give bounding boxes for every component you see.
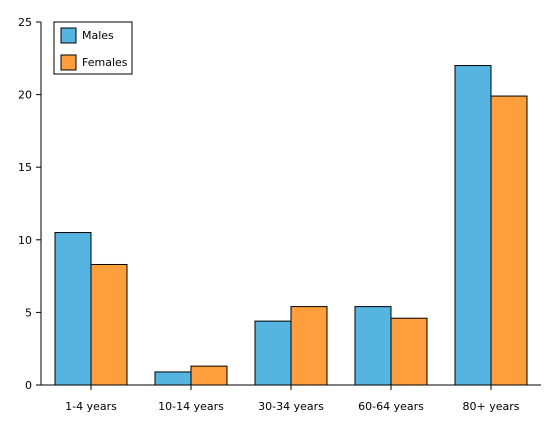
bar-males-0: [54, 232, 92, 386]
x-tick-label: 10-14 years: [158, 400, 224, 413]
legend: Males Females: [53, 21, 133, 75]
x-axis: 1-4 years 10-14 years 30-34 years 60-64 yea…: [41, 384, 541, 413]
bars: [54, 65, 528, 386]
x-tick-label: 80+ years: [463, 400, 520, 413]
bar-males-3: [354, 306, 392, 386]
x-tick-label: 1-4 years: [65, 400, 117, 413]
y-axis: 0 5 10 15 20 25: [18, 16, 42, 392]
x-tick-label: 30-34 years: [258, 400, 324, 413]
bar-males-1: [154, 371, 192, 386]
bar-females-1: [190, 365, 228, 386]
y-tick-label: 0: [25, 379, 32, 392]
y-tick-label: 20: [18, 89, 32, 102]
legend-label-females: Females: [82, 56, 128, 69]
bar-males-2: [254, 320, 292, 386]
bar-males-4: [454, 65, 492, 386]
y-tick-label: 15: [18, 161, 32, 174]
bar-females-0: [90, 263, 128, 386]
x-tick-label: 60-64 years: [358, 400, 424, 413]
bar-females-2: [290, 306, 328, 386]
legend-swatch-females: [60, 54, 77, 71]
legend-label-males: Males: [82, 29, 114, 42]
y-tick-label: 5: [25, 306, 32, 319]
bar-females-4: [490, 95, 528, 386]
y-tick-label: 10: [18, 234, 32, 247]
bar-females-3: [390, 317, 428, 386]
y-tick-label: 25: [18, 16, 32, 29]
legend-swatch-males: [60, 27, 77, 44]
